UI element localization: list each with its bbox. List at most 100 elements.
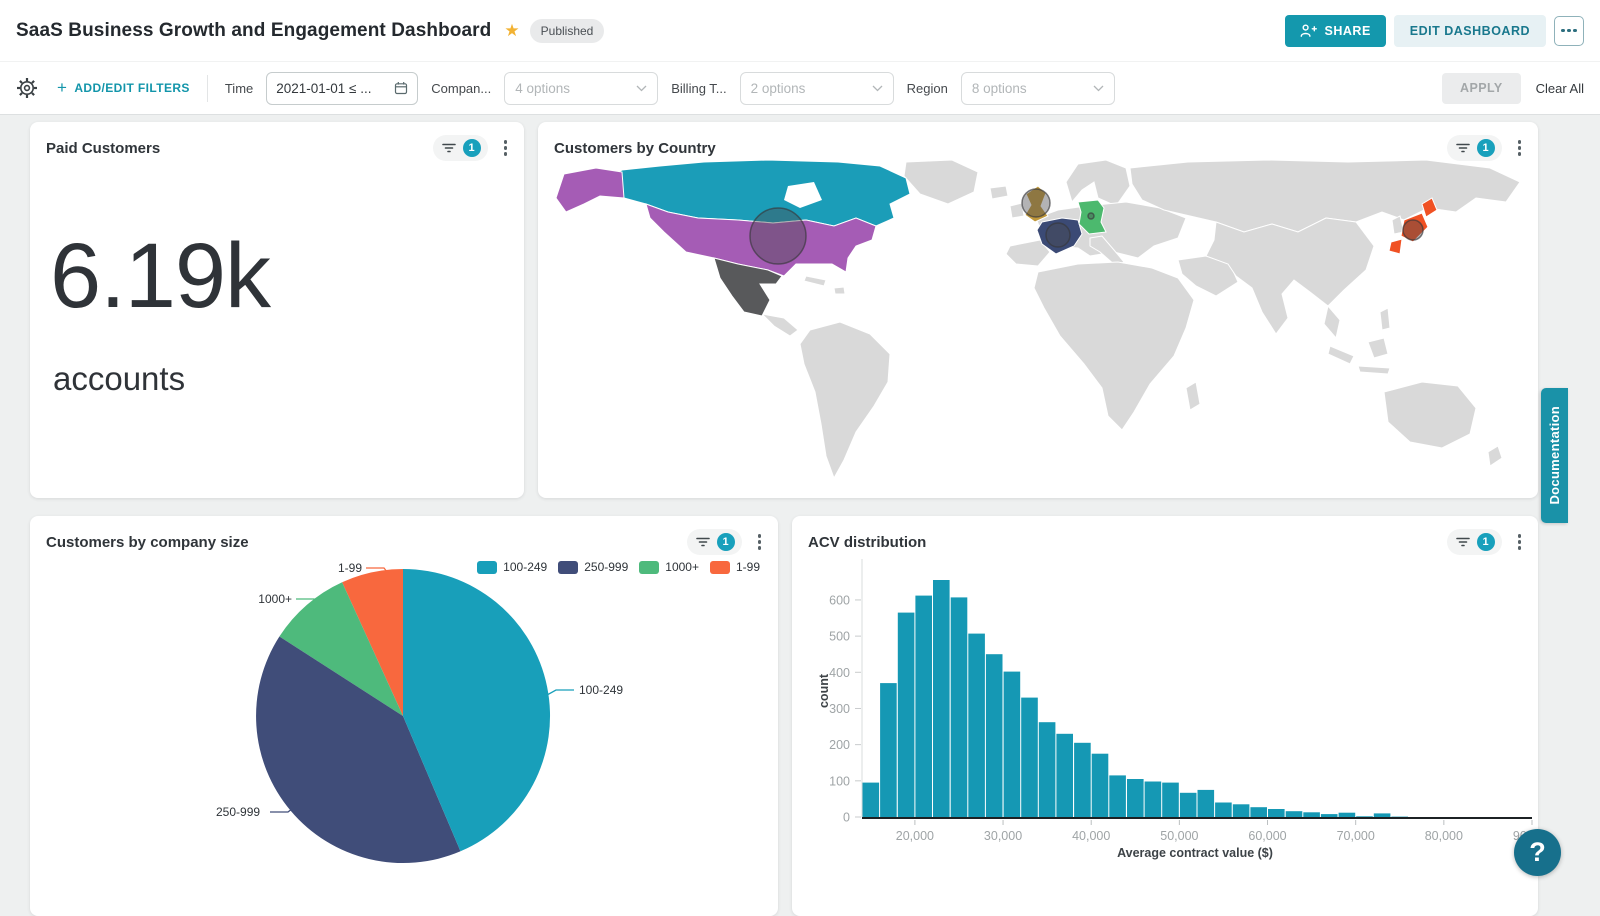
map-africa bbox=[1034, 262, 1194, 430]
plus-icon: + bbox=[57, 78, 67, 98]
kpi-value: 6.19k bbox=[50, 230, 270, 322]
widget-title: Customers by Country bbox=[554, 140, 1447, 157]
legend-label: 1000+ bbox=[665, 560, 699, 574]
svg-text:500: 500 bbox=[829, 630, 850, 644]
chevron-down-icon bbox=[872, 85, 883, 92]
map-japan bbox=[1389, 239, 1402, 254]
histogram-bar bbox=[986, 654, 1003, 817]
filter-settings-gear-icon[interactable] bbox=[16, 77, 38, 99]
apply-button[interactable]: APPLY bbox=[1442, 73, 1521, 104]
map-greenland bbox=[904, 160, 978, 204]
kpi-unit-label: accounts bbox=[53, 360, 185, 398]
clear-all-button[interactable]: Clear All bbox=[1536, 81, 1584, 96]
filter-bar: + ADD/EDIT FILTERS Time 2021-01-01 ≤ ...… bbox=[0, 62, 1600, 115]
page-title: SaaS Business Growth and Engagement Dash… bbox=[16, 20, 491, 42]
widget-company-size: Customers by company size 1 1-99 1000+ 1… bbox=[30, 516, 778, 916]
histogram-bar bbox=[1303, 812, 1320, 817]
pie-legend: 100-249 250-999 1000+ 1-99 bbox=[477, 560, 760, 574]
filter-lines-icon bbox=[442, 142, 456, 154]
map-south-america bbox=[800, 322, 890, 478]
favorite-star-icon[interactable]: ★ bbox=[504, 21, 519, 41]
map-bubble-germany bbox=[1088, 213, 1094, 219]
histogram-bar bbox=[1109, 775, 1126, 817]
svg-text:20,000: 20,000 bbox=[896, 829, 934, 843]
svg-text:0: 0 bbox=[843, 811, 850, 825]
widgets-row-2: Customers by company size 1 1-99 1000+ 1… bbox=[30, 516, 1570, 916]
pie-chart[interactable] bbox=[30, 516, 778, 916]
share-button[interactable]: SHARE bbox=[1285, 15, 1386, 47]
legend-swatch bbox=[477, 561, 497, 574]
map-borneo bbox=[1368, 338, 1388, 358]
widgets-row-1: Paid Customers 1 6.19k accounts Customer… bbox=[30, 122, 1570, 498]
widget-paid-customers: Paid Customers 1 6.19k accounts bbox=[30, 122, 524, 498]
add-edit-filters-button[interactable]: + ADD/EDIT FILTERS bbox=[57, 78, 190, 98]
map-iceland bbox=[990, 186, 1008, 199]
histogram-bar bbox=[1268, 809, 1285, 817]
histogram-bar bbox=[1233, 804, 1250, 817]
histogram-bar bbox=[1039, 722, 1056, 817]
svg-text:80,000: 80,000 bbox=[1425, 829, 1463, 843]
more-options-button[interactable] bbox=[1554, 16, 1584, 46]
histogram-bar bbox=[1162, 783, 1179, 817]
histogram-bar bbox=[1198, 790, 1215, 817]
legend-item[interactable]: 100-249 bbox=[477, 560, 547, 574]
widget-menu-kebab-icon[interactable] bbox=[501, 137, 511, 159]
svg-text:50,000: 50,000 bbox=[1160, 829, 1198, 843]
question-mark-icon: ? bbox=[1529, 837, 1546, 868]
filter-actions: APPLY Clear All bbox=[1442, 73, 1584, 104]
world-map-chart[interactable] bbox=[538, 160, 1538, 498]
widget-customers-by-country: Customers by Country 1 bbox=[538, 122, 1538, 498]
x-axis-label: Average contract value ($) bbox=[862, 846, 1528, 860]
legend-item[interactable]: 1-99 bbox=[710, 560, 760, 574]
edit-dashboard-button[interactable]: EDIT DASHBOARD bbox=[1394, 15, 1546, 47]
widget-filter-chip[interactable]: 1 bbox=[1447, 135, 1502, 161]
svg-text:300: 300 bbox=[829, 702, 850, 716]
pie-label-1000plus: 1000+ bbox=[240, 592, 292, 606]
histogram-bar bbox=[933, 580, 950, 817]
map-philippines bbox=[1380, 308, 1390, 330]
svg-text:40,000: 40,000 bbox=[1072, 829, 1110, 843]
documentation-tab[interactable]: Documentation bbox=[1541, 388, 1568, 523]
histogram-bar bbox=[880, 683, 897, 817]
legend-label: 100-249 bbox=[503, 560, 547, 574]
billing-filter-select[interactable]: 2 options bbox=[740, 72, 894, 105]
histogram-bar bbox=[1374, 813, 1391, 817]
histogram-bar bbox=[1092, 754, 1109, 817]
svg-text:70,000: 70,000 bbox=[1337, 829, 1375, 843]
histogram-bar bbox=[898, 613, 915, 817]
divider bbox=[207, 75, 208, 102]
filter-label-billing: Billing T... bbox=[671, 81, 726, 96]
histogram-bar bbox=[968, 634, 985, 817]
legend-item[interactable]: 1000+ bbox=[639, 560, 699, 574]
chevron-down-icon bbox=[636, 85, 647, 92]
histogram-bar bbox=[1145, 782, 1162, 818]
histogram-bar bbox=[1250, 807, 1267, 817]
widget-menu-kebab-icon[interactable] bbox=[1515, 137, 1525, 159]
pie-label-250-999: 250-999 bbox=[216, 805, 268, 819]
ellipsis-icon bbox=[1561, 29, 1565, 33]
pie-label-100-249: 100-249 bbox=[579, 683, 631, 697]
region-filter-select[interactable]: 8 options bbox=[961, 72, 1115, 105]
company-filter-select[interactable]: 4 options bbox=[504, 72, 658, 105]
time-filter-input[interactable]: 2021-01-01 ≤ ... bbox=[266, 72, 418, 105]
svg-text:200: 200 bbox=[829, 738, 850, 752]
legend-swatch bbox=[710, 561, 730, 574]
widget-header: Customers by Country 1 bbox=[538, 122, 1538, 161]
svg-text:400: 400 bbox=[829, 666, 850, 680]
histogram-bar bbox=[1339, 813, 1356, 817]
status-badge: Published bbox=[530, 19, 605, 43]
filter-count-badge: 1 bbox=[1477, 139, 1495, 157]
histogram-bar bbox=[1127, 779, 1144, 817]
top-bar: SaaS Business Growth and Engagement Dash… bbox=[0, 0, 1600, 62]
histogram-bar bbox=[1074, 743, 1091, 817]
help-button[interactable]: ? bbox=[1514, 829, 1561, 876]
y-axis-label: count bbox=[817, 661, 831, 721]
map-java bbox=[1358, 366, 1390, 374]
pie-label-1-99: 1-99 bbox=[310, 561, 362, 575]
legend-label: 1-99 bbox=[736, 560, 760, 574]
legend-item[interactable]: 250-999 bbox=[558, 560, 628, 574]
map-alaska bbox=[556, 168, 624, 212]
widget-filter-chip[interactable]: 1 bbox=[433, 135, 488, 161]
